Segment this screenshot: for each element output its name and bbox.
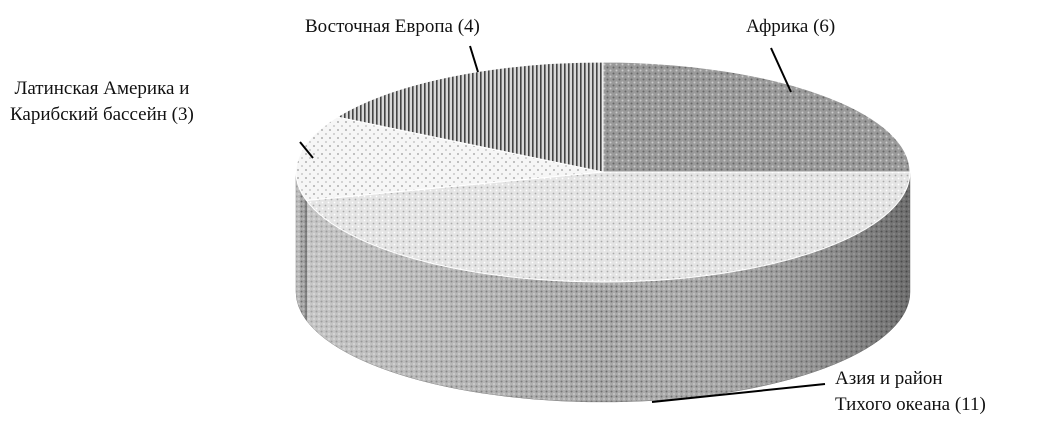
leader-line (469, 45, 479, 73)
slice (602, 61, 911, 173)
slice (335, 61, 604, 173)
slice-side-shade (306, 172, 910, 402)
data-label: Латинская Америка и Карибский бассейн (3… (10, 78, 194, 125)
slice-side-shade (296, 172, 307, 321)
data-label: Восточная Европа (4) (305, 16, 480, 37)
data-label: Азия и район Тихого океана (11) (835, 368, 986, 415)
slice (305, 171, 911, 283)
leader-line (299, 141, 314, 159)
slice (295, 116, 604, 201)
data-label: Африка (6) (746, 16, 836, 37)
leader-line (770, 47, 792, 93)
leader-line (651, 383, 826, 403)
